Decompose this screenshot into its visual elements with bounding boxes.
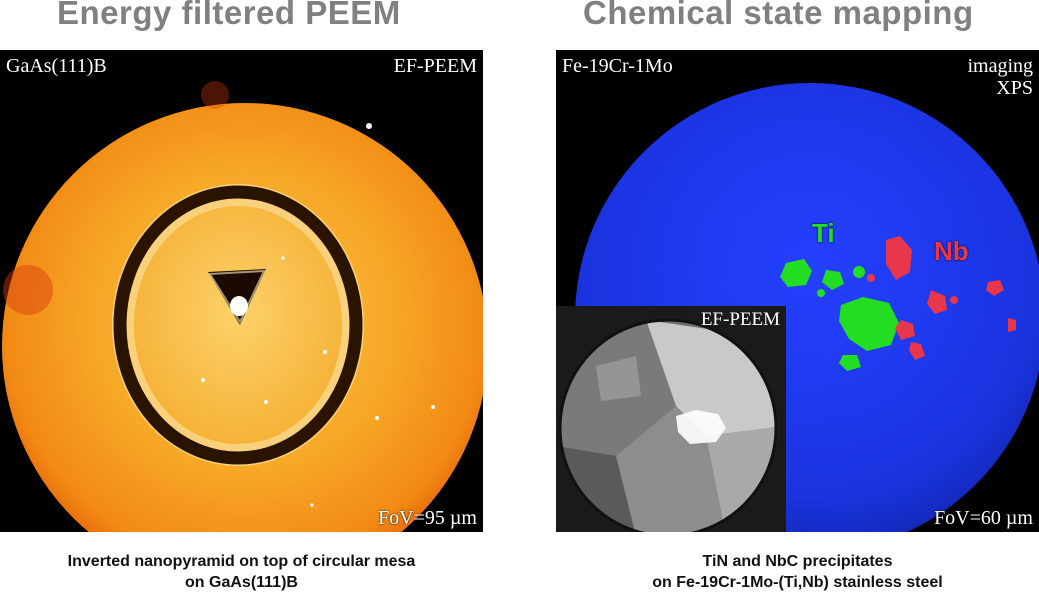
mode-label-line2: XPS: [996, 77, 1033, 99]
nb-precipitates: [867, 236, 1016, 360]
ef-peem-inset: EF-PEEM: [556, 306, 786, 532]
inset-micrograph: [558, 318, 778, 532]
mesa-ring: [113, 185, 363, 465]
element-label-ti: Ti: [812, 218, 835, 248]
sample-label: GaAs(111)B: [6, 55, 107, 77]
mode-label: EF-PEEM: [393, 55, 477, 77]
right-heading: Chemical state mapping: [583, 0, 974, 31]
ef-peem-micrograph: [2, 81, 483, 532]
fov-label: FoV=95 µm: [378, 507, 477, 529]
ti-precipitates: [780, 259, 899, 371]
right-caption: TiN and NbC precipitates on Fe-19Cr-1Mo-…: [556, 551, 1039, 593]
mode-label: imaging XPS: [967, 55, 1033, 99]
element-label-nb: Nb: [934, 236, 969, 266]
left-heading: Energy filtered PEEM: [57, 0, 401, 31]
mesa-top: [134, 206, 342, 444]
right-caption-line2: on Fe-19Cr-1Mo-(Ti,Nb) stainless steel: [652, 574, 943, 591]
left-caption-line2: on GaAs(111)B: [185, 574, 298, 591]
left-caption-line1: Inverted nanopyramid on top of circular …: [67, 553, 416, 570]
fov-label: FoV=60 µm: [934, 507, 1033, 529]
right-caption-line1: TiN and NbC precipitates: [702, 553, 893, 570]
ef-peem-image: GaAs(111)B EF-PEEM FoV=95 µm: [0, 50, 483, 532]
mode-label-line1: imaging: [967, 55, 1033, 77]
sample-label: Fe-19Cr-1Mo: [562, 55, 673, 77]
chemical-map-image: Fe-19Cr-1Mo imaging XPS Ti Nb EF-PEEM Fo…: [556, 50, 1039, 532]
pyramid-apex-bright: [230, 296, 248, 316]
left-caption: Inverted nanopyramid on top of circular …: [0, 551, 483, 593]
inset-mode-label: EF-PEEM: [700, 309, 780, 330]
